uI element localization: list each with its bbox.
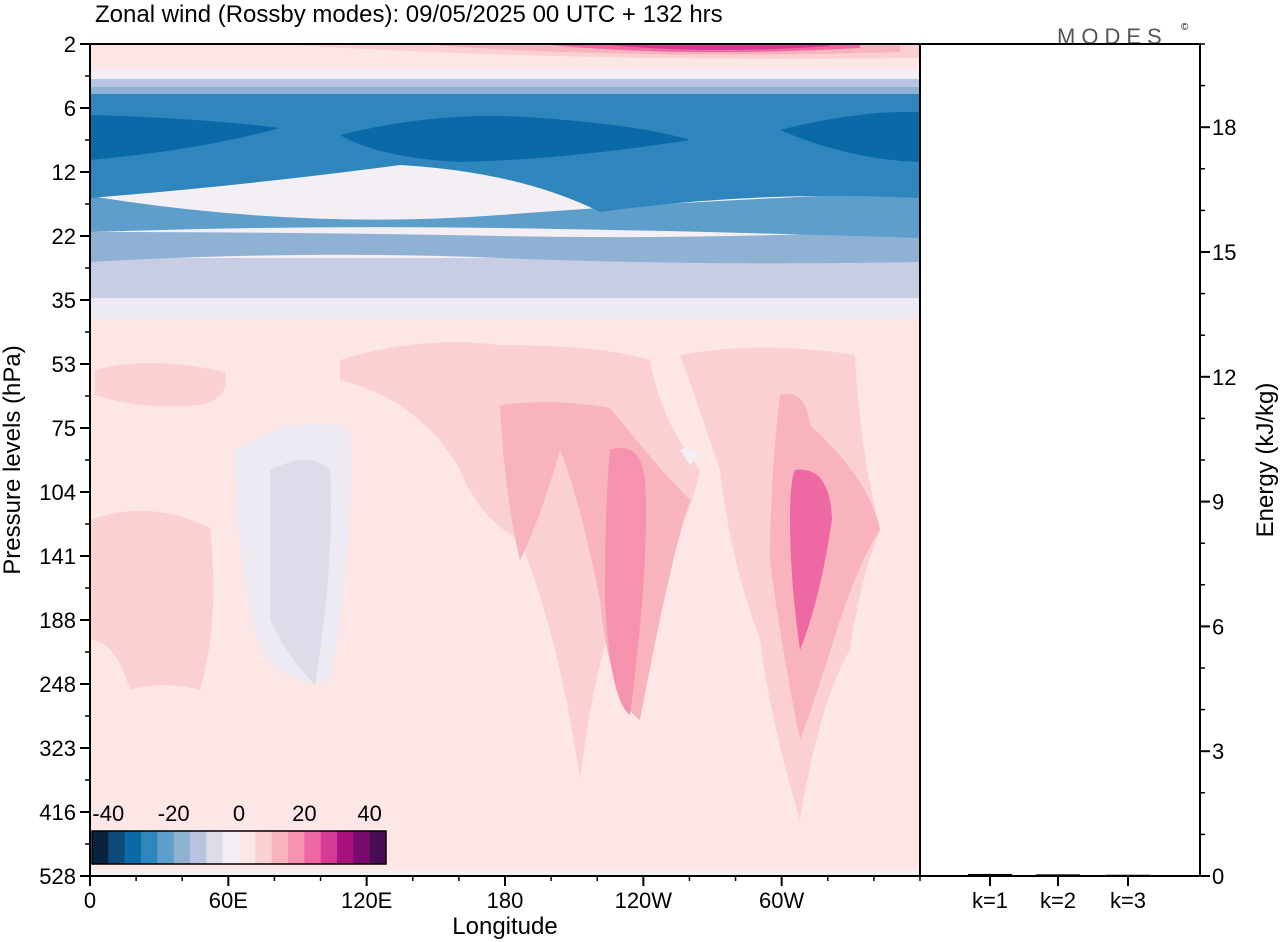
- core-m30-center: [340, 116, 690, 162]
- x-tick-label: 60W: [759, 888, 804, 913]
- colorbar-swatch: [337, 831, 354, 864]
- colorbar: -40 -20 0 20 40: [91, 801, 387, 865]
- y-tick-label: 528: [39, 864, 76, 889]
- colorbar-swatch: [124, 831, 142, 864]
- colorbar-tick-label: -20: [158, 801, 190, 826]
- energy-category-label: k=2: [1040, 888, 1076, 913]
- core-east-104: [790, 469, 832, 650]
- y-tick-label: 12: [52, 160, 76, 185]
- energy-bar: [1036, 874, 1080, 876]
- energy-axis-label: Energy (kJ/kg): [1252, 383, 1279, 538]
- top-band-30: [600, 44, 830, 51]
- x-tick-label: 60E: [209, 888, 248, 913]
- x-axis: 0 60E 120E 180 120W 60W: [84, 876, 921, 913]
- band-upper-0: [90, 68, 920, 79]
- energy-category-label: k=3: [1110, 888, 1146, 913]
- chart-title: Zonal wind (Rossby modes): 09/05/2025 00…: [95, 1, 723, 28]
- colorbar-swatch: [157, 831, 174, 864]
- colorbar-swatch: [353, 831, 370, 864]
- y-tick-label: 53: [52, 352, 76, 377]
- lobe-west-53: [95, 362, 226, 407]
- colorbar-swatch: [239, 831, 256, 864]
- colorbar-swatch: [320, 831, 338, 864]
- core-m30-east: [780, 111, 920, 162]
- energy-y-tick-label: 9: [1212, 490, 1224, 515]
- energy-y-axis: 0 3 6 9 12 15 18: [1200, 43, 1236, 889]
- y-tick-label: 104: [39, 480, 76, 505]
- colorbar-swatch: [271, 831, 289, 864]
- x-axis-label: Longitude: [452, 913, 557, 940]
- band-upper-m10: [90, 78, 920, 87]
- colorbar-frame: [91, 830, 387, 865]
- colorbar-swatch: [369, 831, 387, 864]
- colorbar-tick-label: 40: [357, 801, 381, 826]
- colorbar-swatch: [288, 831, 305, 864]
- y-axis-label: Pressure levels (hPa): [0, 345, 26, 574]
- band-m15: [90, 230, 920, 264]
- colorbar-swatch: [108, 831, 125, 864]
- y-tick-label: 75: [52, 416, 76, 441]
- band-m20: [90, 192, 920, 238]
- energy-y-tick-label: 6: [1212, 614, 1224, 639]
- colorbar-tick-label: 20: [292, 801, 316, 826]
- x-tick-label: 180: [487, 888, 524, 913]
- x-tick-label: 0: [84, 888, 96, 913]
- energy-bar: [968, 873, 1012, 876]
- colorbar-swatch: [222, 831, 240, 864]
- x-tick-label: 120E: [341, 888, 392, 913]
- colorbar-swatch: [255, 831, 272, 864]
- colorbar-tick-label: -40: [92, 801, 124, 826]
- energy-panel-frame: [919, 43, 1201, 877]
- y-tick-label: 416: [39, 800, 76, 825]
- lobe-west-141: [90, 510, 214, 690]
- contour-field: [90, 44, 920, 876]
- x-tick-label: 120W: [615, 888, 673, 913]
- colorbar-swatch: [92, 831, 109, 864]
- y-tick-label: 141: [39, 544, 76, 569]
- y-tick-label: 323: [39, 736, 76, 761]
- small-hole: [680, 448, 700, 465]
- colorbar-swatch: [206, 831, 223, 864]
- y-tick-label: 6: [64, 96, 76, 121]
- y-tick-label: 22: [52, 224, 76, 249]
- energy-y-tick-label: 0: [1212, 864, 1224, 889]
- colorbar-tick-label: 0: [233, 801, 245, 826]
- y-tick-label: 35: [52, 288, 76, 313]
- energy-y-tick-label: 18: [1212, 115, 1236, 140]
- y-tick-label: 248: [39, 672, 76, 697]
- energy-bar: [1106, 874, 1150, 877]
- colorbar-swatch: [173, 831, 191, 864]
- y-tick-label: 2: [64, 32, 76, 57]
- energy-y-tick-label: 3: [1212, 739, 1224, 764]
- y-axis: 2 6 12 22 35 53 75 104 141 188 248 323 416 528: [39, 32, 90, 889]
- energy-y-tick-label: 12: [1212, 365, 1236, 390]
- band-m10: [90, 258, 920, 298]
- logo-mark: ©: [1181, 22, 1189, 33]
- energy-y-tick-label: 15: [1212, 240, 1236, 265]
- core-center-104: [605, 448, 646, 715]
- colorbar-swatch: [304, 831, 321, 864]
- lobe-west-neg-core: [270, 460, 331, 685]
- y-tick-label: 188: [39, 608, 76, 633]
- colorbar-swatch: [190, 831, 207, 864]
- colorbar-swatch: [141, 831, 158, 864]
- energy-category-label: k=1: [972, 888, 1008, 913]
- energy-bars: k=1 k=2 k=3: [968, 873, 1150, 913]
- band-upper-m15: [90, 86, 920, 94]
- core-m30-west: [90, 115, 280, 160]
